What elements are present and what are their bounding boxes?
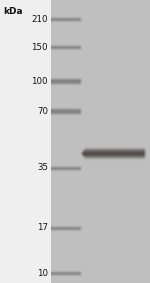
Text: 17: 17 [37,224,48,233]
Text: 100: 100 [32,76,48,85]
Text: 210: 210 [32,14,48,23]
Text: 70: 70 [37,106,48,115]
Text: 150: 150 [32,42,48,52]
Text: kDa: kDa [3,7,23,16]
Text: 35: 35 [37,164,48,173]
Text: 10: 10 [37,269,48,278]
